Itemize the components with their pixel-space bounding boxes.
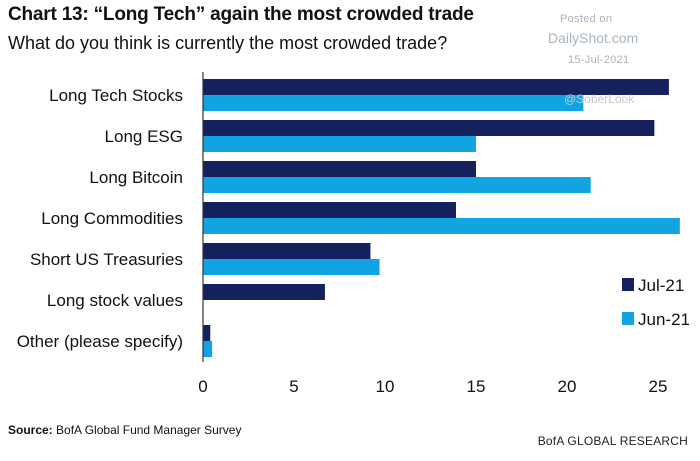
- category-label: Long ESG: [105, 127, 183, 146]
- legend-label: Jul-21: [638, 276, 684, 295]
- category-label: Other (please specify): [17, 332, 183, 351]
- x-tick-label: 15: [467, 377, 486, 396]
- legend-swatch: [622, 278, 634, 291]
- x-tick-label: 25: [649, 377, 668, 396]
- bar-jul-21: [203, 79, 669, 95]
- bar-jun-21: [203, 259, 380, 275]
- bar-jul-21: [203, 161, 476, 177]
- category-label: Long Commodities: [41, 209, 183, 228]
- legend-label: Jun-21: [638, 310, 690, 329]
- x-tick-label: 0: [198, 377, 207, 396]
- source-text: BofA Global Fund Manager Survey: [56, 423, 242, 437]
- bar-jun-21: [203, 136, 476, 152]
- chart-subtitle: What do you think is currently the most …: [8, 33, 448, 53]
- bar-jul-21: [203, 120, 655, 136]
- bar-jul-21: [203, 202, 456, 218]
- brand-label: BofA GLOBAL RESEARCH: [537, 434, 688, 448]
- bar-jul-21: [203, 325, 211, 341]
- watermark-date: 15-Jul-2021: [568, 54, 630, 66]
- source-label: Source:: [8, 423, 53, 437]
- category-label: Long Tech Stocks: [49, 86, 183, 105]
- watermark-posted: Posted on: [560, 13, 613, 25]
- category-label: Long Bitcoin: [89, 168, 183, 187]
- bar-jun-21: [203, 341, 213, 357]
- x-tick-label: 20: [558, 377, 577, 396]
- watermark-handle: @SoberLook: [564, 92, 635, 106]
- bar-jul-21: [203, 243, 371, 259]
- x-tick-label: 10: [376, 377, 395, 396]
- bar-jun-21: [203, 95, 584, 111]
- category-label: Short US Treasuries: [30, 250, 183, 269]
- bar-jun-21: [203, 218, 680, 234]
- bar-jun-21: [203, 177, 591, 193]
- source-note: Source: BofA Global Fund Manager Survey: [8, 423, 241, 437]
- chart-title: Chart 13: “Long Tech” again the most cro…: [8, 4, 474, 25]
- legend-swatch: [622, 312, 634, 325]
- category-label: Long stock values: [47, 291, 183, 310]
- bar-jul-21: [203, 284, 325, 300]
- x-tick-label: 5: [289, 377, 298, 396]
- watermark-site: DailyShot.com: [548, 30, 639, 46]
